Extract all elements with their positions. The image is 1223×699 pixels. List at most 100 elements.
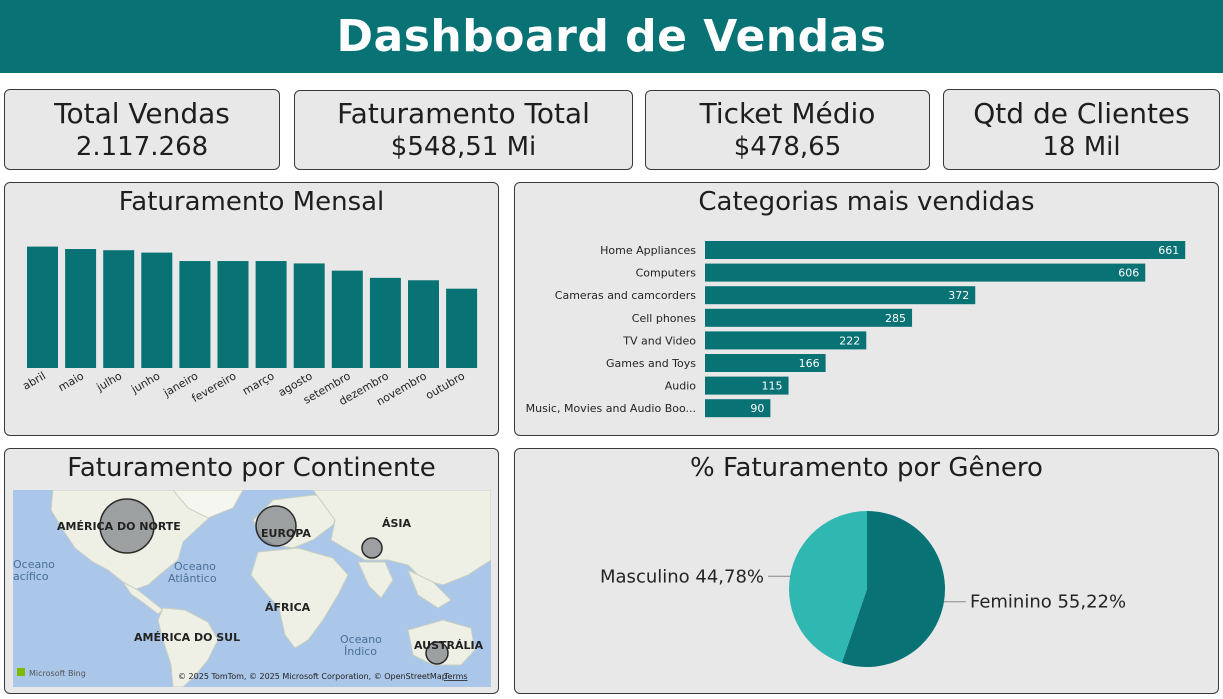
label-ocean-indian-2: Índico	[344, 645, 377, 658]
bing-label: Microsoft Bing	[29, 669, 86, 678]
kpi-value: $478,65	[733, 132, 842, 162]
bar-agosto[interactable]	[293, 263, 325, 368]
label-ocean-atlantic-2: Atlântico	[168, 572, 217, 585]
bing-logo-icon	[17, 668, 25, 676]
kpi-total-vendas: Total Vendas 2.117.268	[4, 89, 280, 170]
x-tick-label: maio	[56, 369, 86, 394]
category-value-label: 222	[839, 334, 860, 347]
bar-setembro[interactable]	[331, 270, 363, 368]
category-label: Computers	[636, 267, 697, 280]
kpi-label: Total Vendas	[54, 96, 230, 130]
kpi-value: $548,51 Mi	[390, 132, 537, 162]
pie-data-label: Feminino 55,22%	[970, 592, 1126, 613]
dashboard-title: Dashboard de Vendas	[336, 11, 887, 62]
land-south-asia	[357, 561, 394, 599]
monthly-revenue-panel: Faturamento Mensal abril maio julho junho ja…	[4, 182, 499, 436]
bar-novembro[interactable]	[408, 280, 439, 368]
kpi-faturamento-total: Faturamento Total $548,51 Mi	[294, 90, 633, 170]
label-europe: EUROPA	[261, 527, 311, 540]
bar-julho[interactable]	[103, 250, 135, 368]
kpi-label: Ticket Médio	[699, 97, 876, 130]
label-australia: AUSTRÁLIA	[414, 639, 484, 652]
kpi-value: 18 Mil	[1042, 131, 1121, 162]
categories-panel: Categorias mais vendidas Home Appliances…	[514, 182, 1219, 436]
gender-panel: % Faturamento por Gênero Feminino 55,22%…	[514, 448, 1219, 694]
category-value-label: 372	[948, 289, 969, 302]
category-value-label: 606	[1118, 267, 1139, 280]
x-tick-label: março	[240, 369, 277, 398]
land-greenland	[172, 490, 244, 519]
pie-slice-masculino[interactable]	[789, 511, 867, 663]
category-bar[interactable]	[705, 308, 913, 327]
category-bar[interactable]	[705, 286, 976, 305]
x-tick-label: junho	[128, 369, 162, 396]
category-value-label: 661	[1158, 244, 1179, 257]
bubble-asia	[361, 537, 383, 559]
category-value-label: 90	[750, 402, 764, 415]
x-tick-label: abril	[20, 369, 48, 392]
continent-title: Faturamento por Continente	[67, 453, 436, 483]
monthly-revenue-title: Faturamento Mensal	[118, 187, 385, 217]
bar-janeiro[interactable]	[179, 261, 211, 368]
bubble-north-america	[99, 498, 155, 554]
label-south-america: AMÉRICA DO SUL	[134, 631, 240, 644]
bar-fevereiro[interactable]	[217, 261, 249, 368]
kpi-label: Faturamento Total	[337, 97, 590, 130]
category-bar[interactable]	[705, 331, 867, 350]
category-bar[interactable]	[705, 376, 789, 395]
label-ocean-pacific-2: acífico	[13, 570, 49, 583]
kpi-ticket-medio: Ticket Médio $478,65	[645, 90, 930, 170]
bar-maio[interactable]	[65, 249, 97, 368]
map-attribution: © 2025 TomTom, © 2025 Microsoft Corporat…	[178, 672, 447, 681]
label-africa: ÁFRICA	[265, 601, 311, 614]
kpi-value: 2.117.268	[75, 131, 209, 162]
bar-junho[interactable]	[141, 252, 173, 368]
label-north-america: AMÉRICA DO NORTE	[57, 520, 181, 533]
category-bar[interactable]	[705, 263, 1146, 282]
dashboard-header: Dashboard de Vendas	[0, 0, 1223, 73]
pie-slice-feminino[interactable]	[841, 511, 946, 667]
label-ocean-indian: Oceano	[340, 633, 382, 646]
map-terms-link[interactable]: Terms	[443, 672, 468, 681]
category-bar[interactable]	[705, 399, 771, 418]
categories-title: Categorias mais vendidas	[698, 187, 1035, 217]
category-label: Cameras and camcorders	[555, 289, 696, 302]
label-asia: ÁSIA	[382, 517, 412, 530]
category-label: Cell phones	[632, 312, 696, 325]
category-label: Games and Toys	[606, 357, 696, 370]
categories-chart: Home Appliances 661 Computers 606 Cameras an…	[526, 241, 1186, 418]
kpi-label: Qtd de Clientes	[973, 96, 1190, 130]
pie-data-label: Masculino 44,78%	[600, 566, 764, 587]
land-central-america	[122, 581, 164, 615]
category-label: TV and Video	[622, 334, 696, 347]
bar-dezembro[interactable]	[369, 277, 401, 368]
land-south-america	[157, 607, 219, 687]
map-canvas: AMÉRICA DO NORTE EUROPA ÁSIA ÁFRICA AMÉR…	[13, 490, 491, 687]
category-bar[interactable]	[705, 354, 826, 372]
continent-panel: Faturamento por Continente	[4, 448, 499, 694]
category-label: Home Appliances	[600, 244, 696, 257]
bubble-europe	[255, 505, 297, 547]
kpi-qtd-clientes: Qtd de Clientes 18 Mil	[943, 89, 1220, 170]
x-tick-label: outubro	[423, 369, 467, 402]
category-value-label: 115	[762, 380, 783, 393]
gender-title: % Faturamento por Gênero	[690, 453, 1043, 483]
world-map[interactable]: AMÉRICA DO NORTE EUROPA ÁSIA ÁFRICA AMÉR…	[13, 490, 491, 687]
land-asia	[312, 490, 491, 586]
category-value-label: 285	[885, 312, 906, 325]
category-value-label: 166	[799, 357, 820, 370]
gender-pie-chart: Feminino 55,22% Masculino 44,78%	[600, 511, 1126, 667]
label-ocean-atlantic: Oceano	[174, 560, 216, 573]
category-bar[interactable]	[705, 241, 1186, 259]
land-africa	[250, 547, 349, 649]
bar-outubro[interactable]	[446, 288, 478, 368]
label-ocean-pacific: Oceano	[13, 558, 55, 571]
x-tick-label: julho	[94, 369, 125, 394]
bubble-australia	[425, 641, 449, 665]
category-label: Music, Movies and Audio Boo...	[526, 402, 696, 415]
bar-abril[interactable]	[27, 246, 58, 368]
land-southeast-asia	[407, 568, 452, 609]
category-label: Audio	[665, 380, 697, 393]
bar-março[interactable]	[255, 261, 287, 368]
